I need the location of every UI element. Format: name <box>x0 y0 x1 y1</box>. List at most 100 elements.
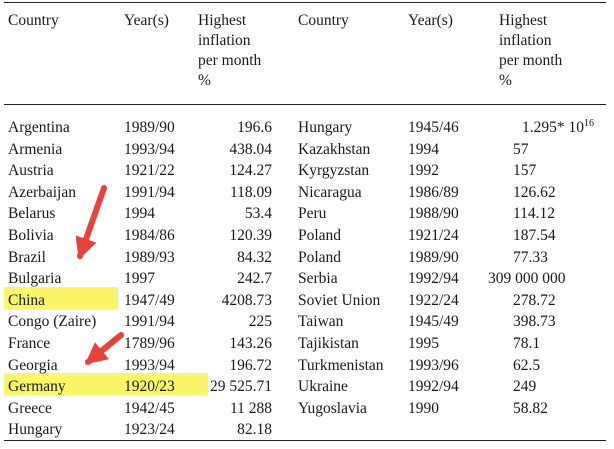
inflation-value-cell: 53.4 <box>244 205 272 223</box>
table-bottom-rule <box>4 440 606 441</box>
country-cell: Nicaragua <box>298 183 362 201</box>
country-cell: Georgia <box>8 356 58 374</box>
years-cell: 1989/90 <box>124 119 175 136</box>
inflation-value-base: 10 <box>568 119 585 136</box>
china-row-highlight <box>4 287 118 309</box>
inflation-value-cell: 118.09 <box>229 183 272 201</box>
country-cell: Kazakhstan <box>298 140 371 158</box>
inflation-value-cell: 249 <box>513 378 537 396</box>
years-cell: 1993/96 <box>408 356 459 374</box>
inflation-value-cell: 62.5 <box>513 356 541 374</box>
country-cell: Hungary <box>298 119 353 136</box>
years-cell: 1992/94 <box>408 270 459 288</box>
inflation-value-exponent: 16 <box>584 118 594 129</box>
germany-row-highlight <box>4 373 208 395</box>
inflation-value-cell: 4208.73 <box>221 291 272 309</box>
years-cell: 1992/94 <box>408 378 459 396</box>
country-cell: Hungary <box>8 421 63 439</box>
years-cell: 1922/24 <box>408 291 459 309</box>
country-cell: Tajikistan <box>298 335 359 352</box>
years-cell: 1945/46 <box>408 119 459 136</box>
header-years-right: Year(s) <box>408 12 453 29</box>
country-cell: Armenia <box>8 140 63 158</box>
country-cell: Brazil <box>8 248 46 266</box>
inflation-value-cell: 84.32 <box>237 248 272 266</box>
inflation-value-mantissa: 1.295* <box>522 119 569 136</box>
years-cell: 1923/24 <box>124 421 175 439</box>
country-cell: Serbia <box>298 270 338 288</box>
years-cell: 1921/24 <box>408 227 459 244</box>
header-country-right: Country <box>298 12 349 29</box>
inflation-value-cell: 225 <box>248 313 272 331</box>
years-cell: 1991/94 <box>124 313 175 331</box>
inflation-value-cell: 157 <box>513 162 537 180</box>
country-cell: Congo (Zaire) <box>8 313 97 331</box>
country-cell: Germany <box>8 378 66 396</box>
inflation-value-cell: 82.18 <box>237 421 272 439</box>
years-cell: 1989/90 <box>408 248 459 266</box>
years-cell: 1989/93 <box>124 248 175 266</box>
country-cell: Ukraine <box>298 378 348 396</box>
years-cell: 1988/90 <box>408 205 459 223</box>
years-cell: 1947/49 <box>124 291 175 309</box>
arrow-to-china-icon <box>75 185 107 260</box>
years-cell: 1995 <box>408 335 439 352</box>
years-cell: 1920/23 <box>124 378 175 396</box>
header-years-left: Year(s) <box>124 12 169 29</box>
years-cell: 1986/89 <box>408 183 459 201</box>
header-inflation-right: Highest inflation per month % <box>499 12 563 89</box>
country-cell: Turkmenistan <box>298 356 384 374</box>
years-cell: 1990 <box>408 399 439 417</box>
table-header-rule <box>4 104 606 105</box>
country-cell: Poland <box>298 227 342 244</box>
country-cell: China <box>8 291 46 309</box>
inflation-value-cell: 11 288 <box>229 399 272 417</box>
years-cell: 1994 <box>408 140 439 158</box>
header-country-left: Country <box>8 12 59 29</box>
inflation-value-cell: 398.73 <box>513 313 556 331</box>
inflation-value-cell: 196.6 <box>237 119 272 136</box>
header-inflation-left: Highest inflation per month % <box>198 12 262 89</box>
country-cell: Poland <box>298 248 342 266</box>
inflation-value-cell: 126.62 <box>513 183 556 201</box>
inflation-value-cell: 278.72 <box>513 291 556 309</box>
country-cell: Taiwan <box>298 313 344 331</box>
inflation-value-cell: 187.54 <box>513 227 556 244</box>
country-cell: Argentina <box>8 119 70 136</box>
inflation-value-cell: 196.72 <box>229 356 272 374</box>
arrow-to-germany-icon <box>84 332 124 365</box>
inflation-value-cell: 242.7 <box>237 270 272 288</box>
inflation-value-cell: 124.27 <box>229 162 272 180</box>
inflation-value-cell: 120.39 <box>229 227 272 244</box>
country-cell: France <box>8 335 51 352</box>
years-cell: 1993/94 <box>124 140 175 158</box>
years-cell: 1997 <box>124 270 155 288</box>
inflation-value-cell: 29 525.71 <box>210 378 272 396</box>
years-cell: 1984/86 <box>124 227 175 244</box>
inflation-value-cell: 78.1 <box>513 335 541 352</box>
inflation-value-cell: 438.04 <box>229 140 272 158</box>
years-cell: 1991/94 <box>124 183 175 201</box>
years-cell: 1921/22 <box>124 162 175 180</box>
inflation-value-cell: 58.82 <box>513 399 548 417</box>
country-cell: Peru <box>298 205 327 223</box>
years-cell: 1789/96 <box>124 335 175 352</box>
inflation-value-cell: 114.12 <box>513 205 556 223</box>
country-cell: Yugoslavia <box>298 399 367 417</box>
years-cell: 1994 <box>124 205 155 223</box>
country-cell: Bolivia <box>8 227 54 244</box>
years-cell: 1945/49 <box>408 313 459 331</box>
inflation-value-cell: 143.26 <box>229 335 272 352</box>
country-cell: Greece <box>8 399 52 417</box>
years-cell: 1993/94 <box>124 356 175 374</box>
inflation-value-cell: 309 000 000 <box>488 270 566 288</box>
years-cell: 1992 <box>408 162 439 180</box>
country-cell: Kyrgyzstan <box>298 162 370 180</box>
country-cell: Soviet Union <box>298 291 381 309</box>
country-cell: Belarus <box>8 205 56 223</box>
country-cell: Azerbaijan <box>8 183 76 201</box>
years-cell: 1942/45 <box>124 399 175 417</box>
inflation-value-cell: 57 <box>513 140 529 158</box>
inflation-value-cell: 1.295* 1016 <box>522 118 594 138</box>
